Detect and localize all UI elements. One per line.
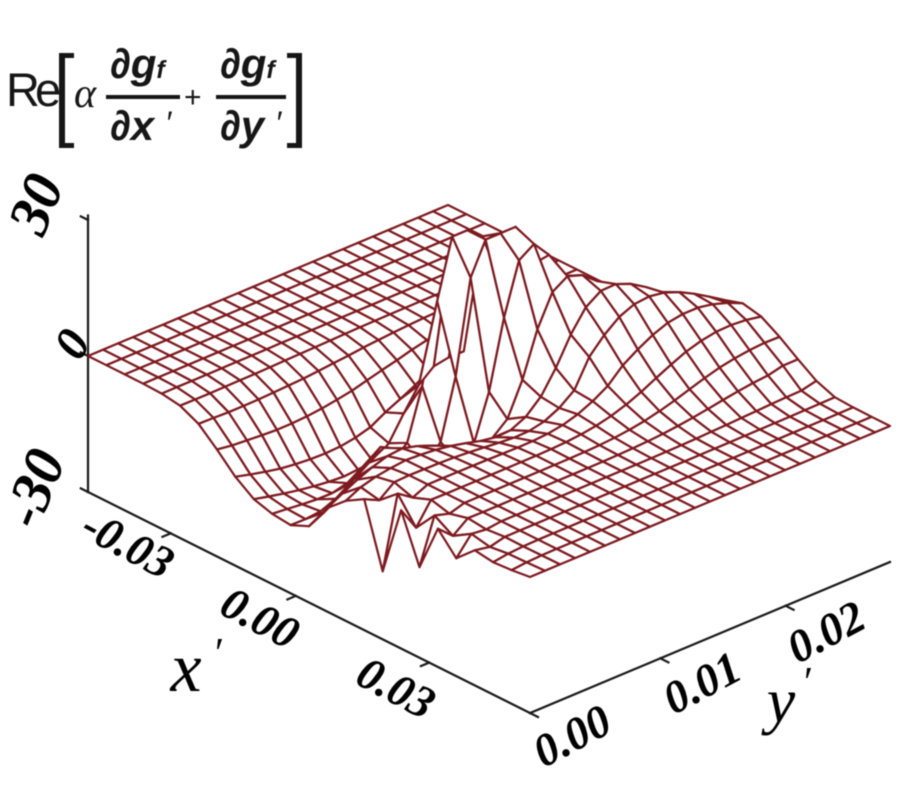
svg-text:′: ′ — [212, 631, 222, 677]
svg-text:′: ′ — [801, 660, 811, 706]
svg-text:-30: -30 — [0, 440, 78, 536]
svg-text:30: 30 — [0, 165, 77, 244]
svg-text:y: y — [761, 665, 796, 736]
svg-text:0.03: 0.03 — [349, 646, 444, 729]
svg-text:0.00: 0.00 — [213, 576, 308, 659]
svg-text:0.00: 0.00 — [524, 694, 619, 777]
svg-text:0: 0 — [43, 321, 101, 368]
svg-text:x: x — [169, 630, 201, 707]
